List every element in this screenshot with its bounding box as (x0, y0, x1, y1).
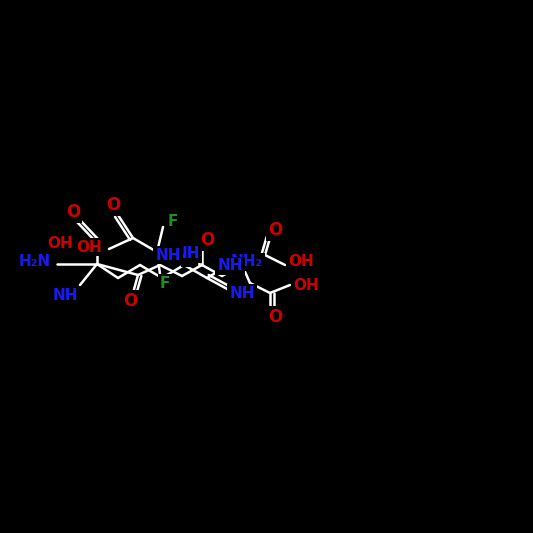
Text: F: F (160, 276, 170, 290)
Text: O: O (268, 221, 282, 239)
Text: O: O (123, 292, 137, 310)
Text: NH: NH (229, 286, 255, 301)
Text: NH₂: NH₂ (231, 254, 263, 270)
Text: H₂N: H₂N (19, 254, 51, 270)
Text: O: O (268, 308, 282, 326)
Text: O: O (66, 203, 80, 221)
Text: NH: NH (217, 259, 243, 273)
Text: OH: OH (288, 254, 314, 269)
Text: NH: NH (174, 246, 200, 262)
Text: F: F (168, 214, 178, 230)
Text: O: O (106, 196, 120, 214)
Text: OH: OH (47, 236, 73, 251)
Text: NH: NH (155, 247, 181, 262)
Text: NH: NH (52, 287, 78, 303)
Text: F: F (183, 251, 193, 265)
Text: OH: OH (293, 278, 319, 293)
Text: O: O (200, 231, 214, 249)
Text: OH: OH (76, 239, 102, 254)
